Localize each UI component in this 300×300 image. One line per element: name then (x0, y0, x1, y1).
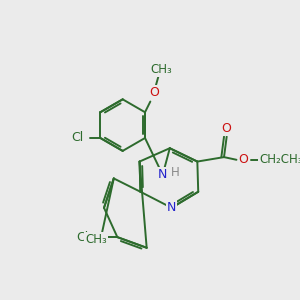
Text: N: N (167, 201, 176, 214)
Text: Cl: Cl (76, 231, 89, 244)
Text: N: N (158, 168, 167, 182)
Text: O: O (149, 86, 159, 99)
Text: CH₂CH₃: CH₂CH₃ (259, 153, 300, 166)
Text: O: O (238, 153, 248, 166)
Text: CH₃: CH₃ (85, 233, 107, 246)
Text: CH₃: CH₃ (150, 63, 172, 76)
Text: H: H (171, 166, 179, 179)
Text: Cl: Cl (71, 131, 83, 145)
Text: O: O (222, 122, 232, 135)
